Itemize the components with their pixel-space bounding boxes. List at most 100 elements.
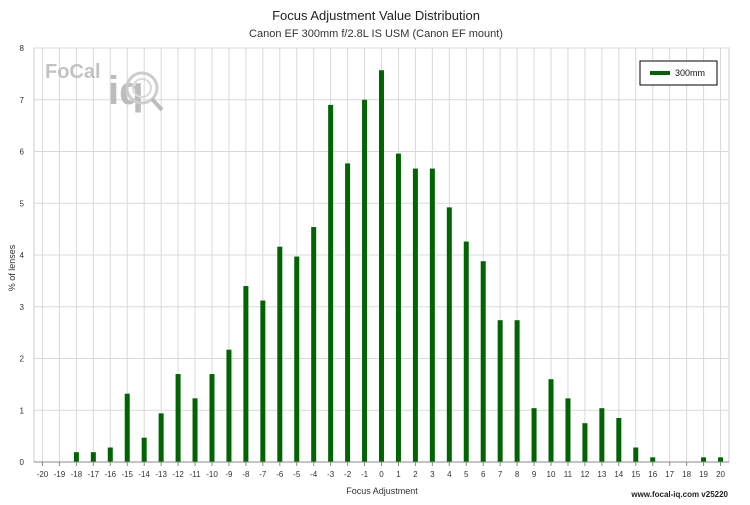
credit-text: www.focal-iq.com v25220 — [630, 490, 728, 499]
y-tick-label: 4 — [20, 251, 25, 260]
bar — [395, 153, 401, 462]
y-tick-label: 2 — [20, 355, 25, 364]
y-tick-label: 1 — [20, 406, 25, 415]
bar — [90, 452, 96, 462]
bar — [531, 408, 537, 462]
bar — [107, 447, 113, 462]
y-tick-label: 8 — [20, 44, 25, 53]
x-tick-label: -15 — [121, 470, 133, 479]
x-tick-label: 10 — [547, 470, 556, 479]
legend-label: 300mm — [675, 68, 705, 78]
x-tick-label: -20 — [37, 470, 49, 479]
x-tick-label: -17 — [88, 470, 100, 479]
bar — [158, 413, 164, 462]
bar — [124, 393, 130, 462]
chart-title: Focus Adjustment Value Distribution — [272, 8, 480, 23]
bar — [328, 104, 334, 463]
bar — [565, 398, 571, 462]
x-tick-label: -16 — [104, 470, 116, 479]
x-tick-label: -6 — [276, 470, 284, 479]
bar — [209, 374, 215, 462]
bar — [701, 457, 707, 462]
bar — [429, 168, 435, 462]
x-tick-label: -1 — [361, 470, 369, 479]
bar — [192, 398, 198, 462]
logo-lens-handle — [150, 97, 164, 112]
x-tick-label: 18 — [682, 470, 691, 479]
bar — [294, 256, 300, 462]
x-tick-label: 9 — [532, 470, 537, 479]
logo-lens-inner — [132, 78, 152, 98]
x-tick-label: 5 — [464, 470, 469, 479]
x-tick-label: 12 — [580, 470, 589, 479]
x-tick-label: -9 — [225, 470, 233, 479]
bar — [311, 227, 317, 462]
y-tick-label: 6 — [20, 148, 25, 157]
x-tick-label: -10 — [206, 470, 218, 479]
bar — [141, 437, 147, 462]
logo-iq-text: iq — [108, 69, 144, 113]
bars — [73, 70, 724, 463]
bar — [412, 168, 418, 462]
x-tick-label: 2 — [413, 470, 418, 479]
x-tick-label: 0 — [379, 470, 384, 479]
bar — [548, 379, 554, 462]
y-tick-label: 3 — [20, 303, 25, 312]
bar — [599, 408, 605, 462]
bar — [345, 163, 351, 462]
x-tick-label: 8 — [515, 470, 520, 479]
bar — [362, 99, 368, 462]
bar — [650, 457, 656, 462]
x-tick-label: 20 — [716, 470, 725, 479]
x-tick-label: -2 — [344, 470, 352, 479]
x-tick-label: -11 — [190, 470, 202, 479]
y-tick-label: 0 — [20, 458, 25, 467]
logo-lens-ring — [125, 71, 159, 105]
x-tick-label: -7 — [259, 470, 267, 479]
x-tick-label: 7 — [498, 470, 503, 479]
x-tick-label: -12 — [172, 470, 184, 479]
bar — [582, 423, 588, 462]
x-tick-label: 16 — [648, 470, 657, 479]
x-axis-label: Focus Adjustment — [346, 486, 418, 496]
bar — [175, 374, 181, 462]
x-tick-label: 19 — [699, 470, 708, 479]
x-tick-label: -19 — [54, 470, 66, 479]
x-tick-label: -14 — [138, 470, 150, 479]
x-tick-label: 14 — [614, 470, 623, 479]
legend: 300mm — [639, 60, 718, 86]
x-tick-label: -18 — [71, 470, 83, 479]
x-tick-label: 11 — [564, 470, 573, 479]
bar — [463, 241, 469, 462]
bar — [260, 300, 266, 462]
y-tick-label: 5 — [20, 199, 25, 208]
bar — [73, 452, 79, 462]
x-tick-label: 13 — [597, 470, 606, 479]
logo-focal-text: FoCal — [45, 61, 101, 83]
x-tick-label: -8 — [242, 470, 250, 479]
x-tick-label: -5 — [293, 470, 301, 479]
bar — [514, 320, 520, 462]
bar — [226, 349, 232, 462]
x-tick-label: 4 — [447, 470, 452, 479]
bar — [379, 70, 384, 462]
x-tick-label: 6 — [481, 470, 486, 479]
x-tick-label: 15 — [631, 470, 640, 479]
x-tick-label: 1 — [396, 470, 401, 479]
y-axis-label: % of lenses — [7, 244, 17, 291]
y-tick-label: 7 — [20, 96, 25, 105]
chart-subtitle: Canon EF 300mm f/2.8L IS USM (Canon EF m… — [249, 28, 503, 40]
bar — [243, 286, 249, 462]
x-tick-label: -13 — [155, 470, 167, 479]
focal-iq-logo: FoCal iq — [45, 61, 164, 113]
bar — [446, 207, 452, 462]
x-tick-label: -4 — [310, 470, 318, 479]
bar — [718, 457, 724, 462]
bar — [497, 320, 503, 462]
bar — [616, 418, 622, 462]
bar — [277, 246, 283, 462]
x-tick-label: 17 — [665, 470, 674, 479]
